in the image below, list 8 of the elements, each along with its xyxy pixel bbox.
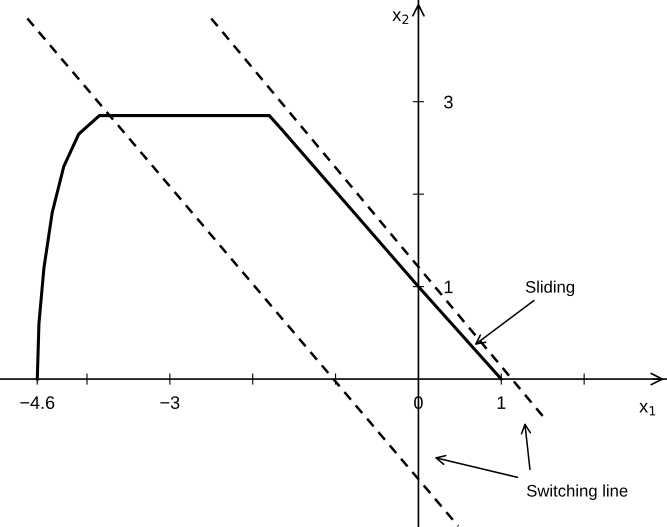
x-tick-label: −4.6 [20,396,54,409]
annotation: Switching line [527,484,628,500]
annotation: Sliding [526,280,574,296]
x-tick-label: −3 [160,396,180,409]
y-tick-label: 3 [444,96,453,108]
y-axis-title: x$_{2}$ [392,11,408,24]
x-tick-label: 1 [498,396,506,409]
x-axis-title: x$_{1}$ [639,402,656,416]
